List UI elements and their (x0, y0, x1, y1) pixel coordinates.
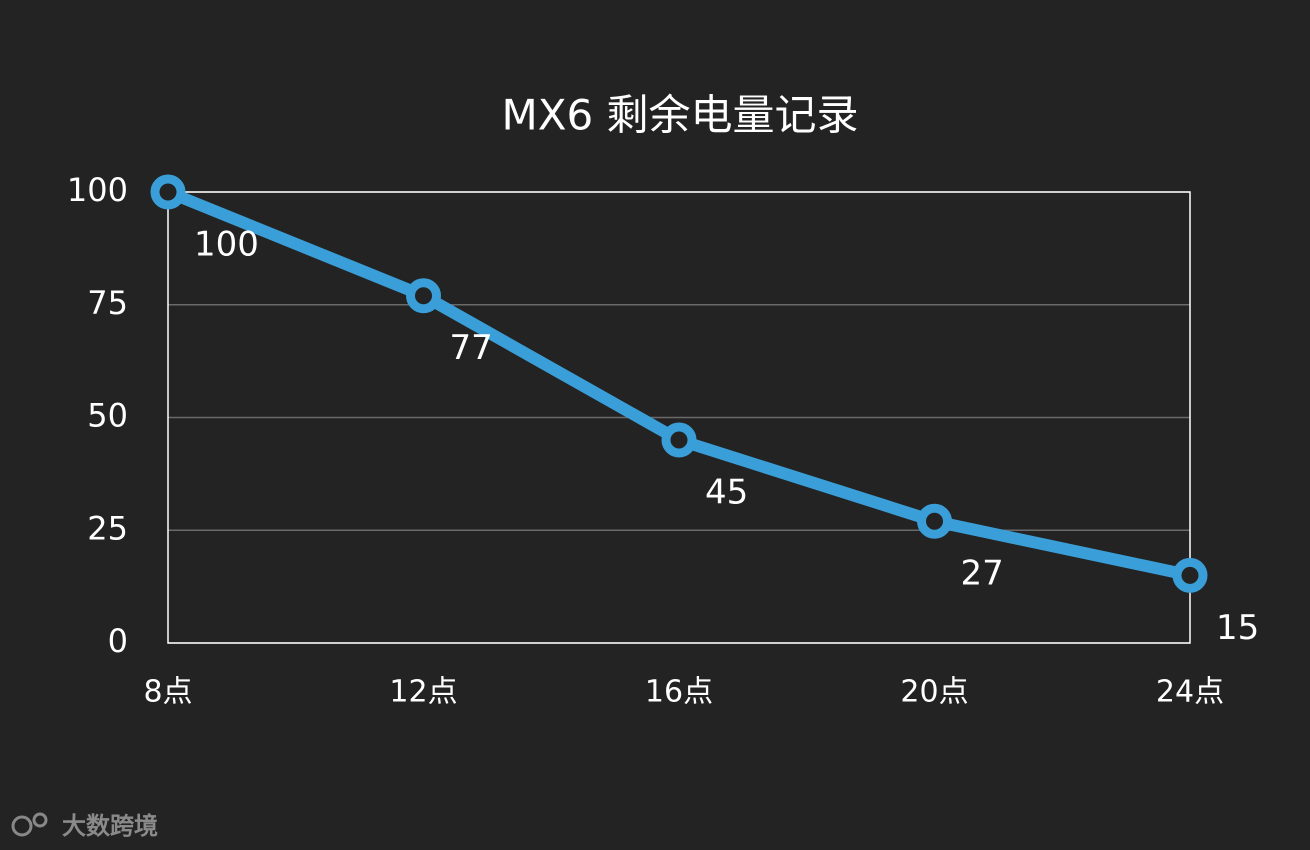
data-label: 15 (1216, 608, 1259, 648)
watermark-logo (11, 815, 33, 837)
marker (406, 278, 441, 314)
watermark: 大数跨境 (11, 812, 158, 840)
plot-frame (167, 191, 1191, 644)
y-tick-label: 50 (87, 397, 128, 435)
watermark-logo (32, 812, 48, 828)
y-tick-label: 100 (67, 171, 128, 209)
y-tick-label: 0 (108, 622, 128, 660)
marker (1172, 557, 1208, 593)
data-label: 100 (194, 225, 259, 265)
y-tick-label: 25 (87, 509, 128, 547)
x-tick-label: 12点 (389, 675, 457, 710)
data-label: 27 (961, 554, 1004, 594)
chart-title: MX6 剩余电量记录 (501, 91, 858, 140)
watermark-text: 大数跨境 (62, 812, 158, 840)
marker (917, 503, 952, 539)
y-tick-label: 75 (87, 284, 128, 322)
data-label: 45 (705, 473, 748, 513)
x-tick-label: 24点 (1156, 675, 1224, 710)
marker (661, 422, 697, 458)
x-tick-label: 20点 (900, 675, 968, 710)
x-tick-label: 16点 (645, 675, 713, 710)
data-label: 77 (450, 328, 493, 368)
marker (150, 174, 186, 210)
x-tick-label: 8点 (143, 675, 192, 710)
